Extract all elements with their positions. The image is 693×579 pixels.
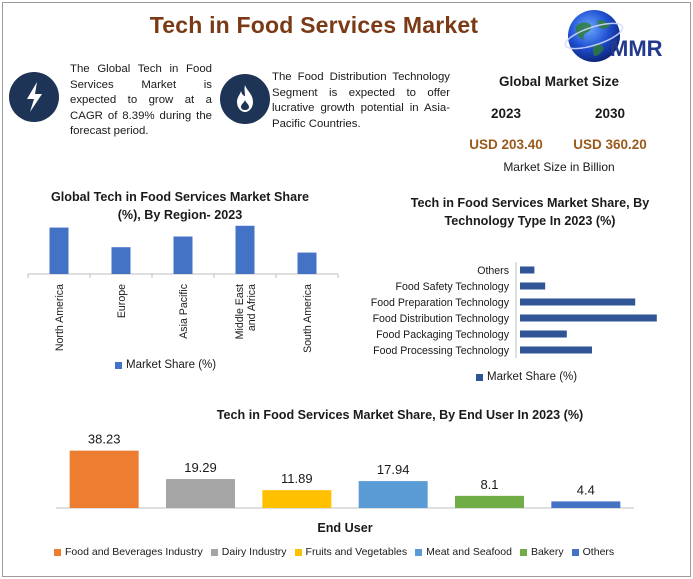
market-value-2023: USD 203.40 xyxy=(469,137,543,152)
region-label: South America xyxy=(302,284,314,353)
mmr-logo: MMR xyxy=(554,6,682,64)
technology-chart-legend: Market Share (%) xyxy=(476,371,577,383)
legend-item-fruits-and-vegetables: Fruits and Vegetables xyxy=(294,546,408,558)
legend-swatch xyxy=(415,548,423,556)
legend-label: Others xyxy=(582,546,615,558)
region-bar-north-america xyxy=(49,227,69,274)
technology-bar-others xyxy=(520,266,535,274)
legend-item-meat-and-seafood: Meat and Seafood xyxy=(415,546,512,558)
technology-bar-food-preparation-technology xyxy=(520,298,636,306)
market-year-2023: 2023 xyxy=(490,106,522,121)
enduser-chart: 38.23 19.29 11.89 17.94 8.1 4.4 xyxy=(56,432,634,509)
region-chart-legend: Market Share (%) xyxy=(115,359,216,371)
enduser-data-label: 38.23 xyxy=(88,432,121,447)
enduser-bar-food-and-beverages-industry xyxy=(69,450,139,508)
market-year-2030: 2030 xyxy=(594,106,626,121)
enduser-data-label: 8.1 xyxy=(480,477,498,492)
region-bar-europe xyxy=(111,247,131,274)
technology-bar-food-distribution-technology xyxy=(520,314,657,322)
enduser-data-label: 11.89 xyxy=(281,471,313,486)
technology-label: Food Packaging Technology xyxy=(376,329,510,341)
market-size-unit: Market Size in Billion xyxy=(503,160,615,174)
technology-bar-food-processing-technology xyxy=(520,346,592,354)
technology-bar-food-safety-technology xyxy=(520,282,546,290)
lightning-icon xyxy=(9,72,59,122)
region-bar-south-america xyxy=(297,252,317,274)
legend-swatch xyxy=(571,548,579,556)
growth-text: The Global Tech in Food Services Market … xyxy=(70,63,212,137)
segment-text: The Food Distribution Technology Segment… xyxy=(272,71,450,130)
technology-label: Food Processing Technology xyxy=(373,345,510,357)
legend-label: Fruits and Vegetables xyxy=(305,546,408,558)
enduser-bar-meat-and-seafood xyxy=(358,481,428,508)
enduser-bar-bakery xyxy=(455,495,524,508)
legend-swatch xyxy=(54,548,61,556)
region-label: North America xyxy=(54,284,66,351)
region-chart: North America Europe Asia Pacific Middle Ea… xyxy=(27,225,339,353)
flame-icon xyxy=(220,74,270,124)
technology-label: Others xyxy=(477,265,509,277)
technology-label: Food Distribution Technology xyxy=(373,313,510,325)
region-bar-asia-pacific xyxy=(173,236,193,274)
technology-bar-food-packaging-technology xyxy=(520,330,567,338)
technology-chart-title: Tech in Food Services Market Share, By T… xyxy=(410,196,650,228)
enduser-chart-legend: Food and Beverages Industry Dairy Industr… xyxy=(54,546,622,558)
technology-chart: Others Food Safety Technology Food Prepara… xyxy=(371,262,657,358)
legend-item-bakery: Bakery xyxy=(519,546,564,558)
enduser-bar-dairy-industry xyxy=(166,479,235,508)
legend-label: Dairy Industry xyxy=(221,546,287,558)
technology-label: Food Preparation Technology xyxy=(371,297,510,309)
legend-item-others: Others xyxy=(571,546,615,558)
enduser-data-label: 17.94 xyxy=(377,462,410,477)
legend-swatch xyxy=(476,373,483,381)
legend-label: Food and Beverages Industry xyxy=(65,546,203,558)
page-title: Tech in Food Services Market xyxy=(149,12,479,38)
market-value-2030: USD 360.20 xyxy=(573,137,647,152)
legend-swatch xyxy=(519,548,527,556)
legend-label: Bakery xyxy=(530,546,564,558)
legend-label: Meat and Seafood xyxy=(426,546,512,558)
legend-swatch xyxy=(294,548,302,556)
enduser-chart-title: Tech in Food Services Market Share, By E… xyxy=(216,408,584,422)
region-bar-middle-east-and-africa xyxy=(235,225,255,274)
legend-item-food-and-beverages-industry: Food and Beverages Industry xyxy=(54,546,203,558)
region-label: Asia Pacific xyxy=(178,283,190,338)
market-size-heading: Global Market Size xyxy=(498,74,620,89)
legend-swatch xyxy=(210,548,218,556)
logo-text: MMR xyxy=(610,36,663,61)
technology-label: Food Safety Technology xyxy=(396,281,510,293)
region-legend-label: Market Share (%) xyxy=(126,359,217,371)
technology-legend-label: Market Share (%) xyxy=(487,371,578,383)
region-label: Middle East xyxy=(234,284,246,339)
region-label: and Africa xyxy=(246,284,258,331)
enduser-data-label: 4.4 xyxy=(577,482,595,497)
region-chart-title: Global Tech in Food Services Market Shar… xyxy=(50,190,310,222)
enduser-data-label: 19.29 xyxy=(184,460,217,475)
legend-swatch xyxy=(115,361,122,369)
enduser-xlabel: End User xyxy=(317,521,373,535)
legend-item-dairy-industry: Dairy Industry xyxy=(210,546,287,558)
enduser-bar-others xyxy=(551,501,621,508)
region-label: Europe xyxy=(116,284,128,318)
enduser-bar-fruits-and-vegetables xyxy=(262,490,332,508)
